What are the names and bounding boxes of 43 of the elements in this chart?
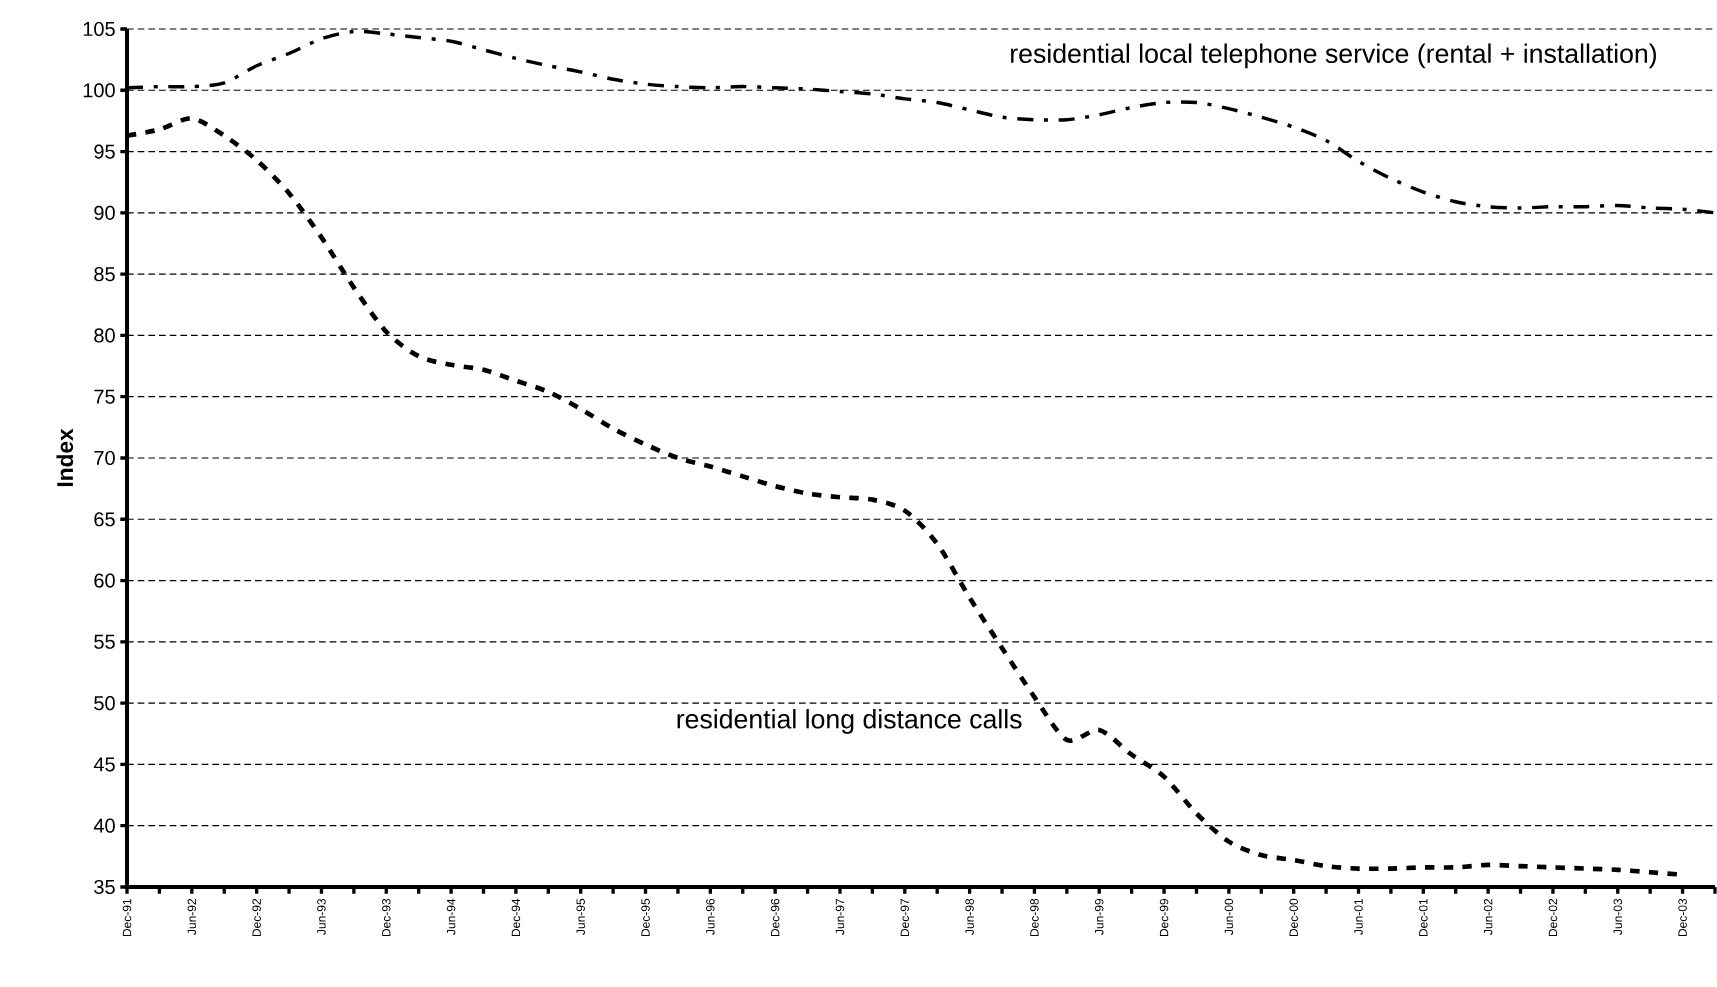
y-tick-label: 55 [94, 634, 115, 649]
x-tick-label: Dec-95 [641, 898, 650, 937]
y-tick-label: 80 [94, 328, 115, 343]
x-tick-label: Jun-03 [1613, 898, 1623, 935]
x-tick-label: Dec-98 [1030, 898, 1039, 937]
y-axis-title: Index [56, 428, 74, 487]
x-tick-label: Jun-02 [1483, 898, 1493, 935]
y-tick-label: 40 [93, 818, 115, 833]
x-tick-label: Jun-98 [965, 898, 974, 935]
x-tick-label: Dec-03 [1678, 898, 1687, 937]
x-tick-label: Dec-92 [252, 898, 261, 937]
x-tick-label: Jun-00 [1224, 898, 1234, 935]
y-tick-label: 90 [94, 205, 115, 220]
x-tick-label: Dec-94 [511, 898, 521, 937]
series-label: residential long distance calls [677, 708, 1022, 734]
x-tick-label: Jun-95 [576, 898, 585, 935]
y-tick-label: 100 [83, 83, 115, 98]
y-tick-label: 65 [94, 512, 115, 527]
x-tick-label: Dec-97 [900, 898, 910, 937]
x-tick-label: Dec-99 [1159, 898, 1169, 937]
x-tick-label: Jun-96 [706, 898, 715, 935]
y-tick-label: 75 [94, 389, 115, 404]
y-tick-label: 95 [94, 144, 115, 159]
x-tick-label: Jun-99 [1094, 898, 1104, 935]
x-tick-label: Dec-96 [770, 898, 780, 937]
x-tick-label: Dec-01 [1419, 898, 1428, 937]
y-tick-label: 70 [94, 450, 115, 466]
x-tick-label: Jun-97 [835, 898, 845, 935]
x-tick-label: Dec-00 [1289, 898, 1298, 937]
y-tick-label: 60 [94, 573, 115, 588]
x-tick-label: Dec-91 [122, 898, 132, 937]
x-tick-label: Jun-94 [446, 898, 456, 935]
y-tick-label: 85 [94, 267, 115, 282]
x-tick-label: Jun-01 [1354, 898, 1363, 935]
y-tick-label: 50 [94, 696, 115, 711]
y-tick-label: 105 [83, 21, 115, 37]
series-label: residential local telephone service (rental + installation) [1011, 43, 1656, 69]
x-tick-label: Jun-92 [187, 898, 197, 935]
x-tick-label: Jun-93 [317, 898, 326, 935]
x-tick-label: Dec-02 [1548, 898, 1558, 937]
x-tick-label: Dec-93 [382, 898, 391, 937]
y-tick-label: 35 [94, 879, 115, 895]
y-tick-label: 45 [93, 757, 115, 772]
